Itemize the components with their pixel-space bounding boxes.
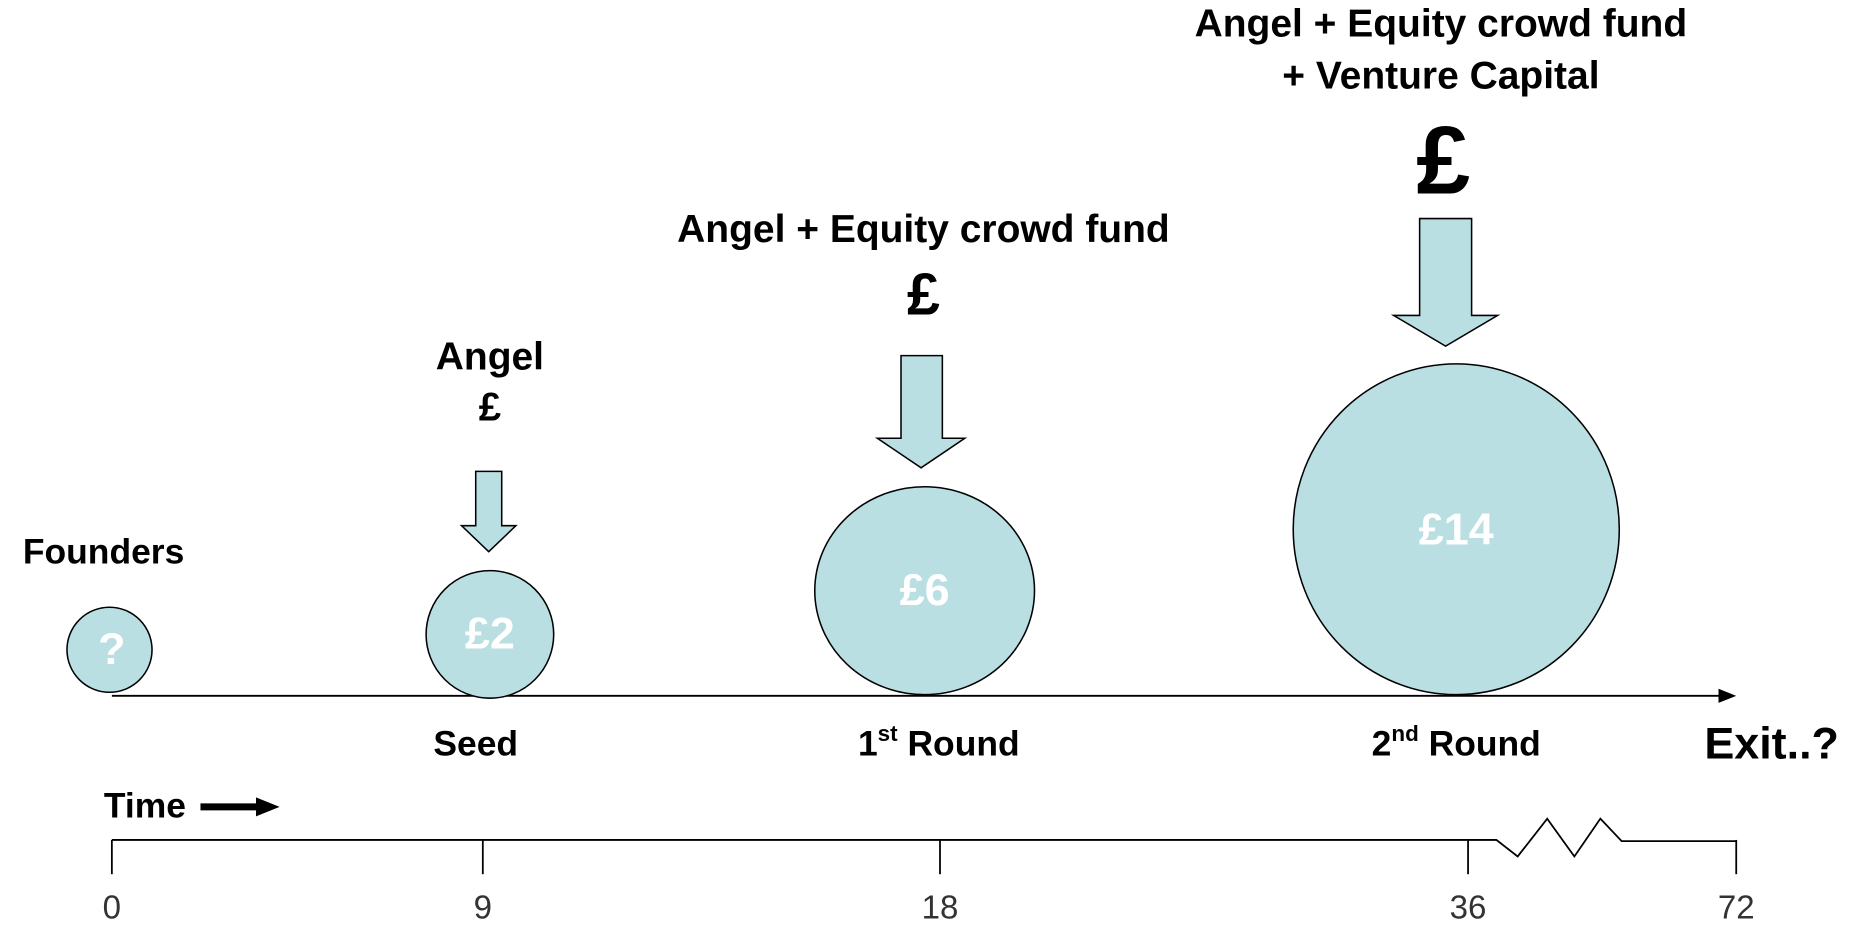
- tick-label: 36: [1450, 889, 1487, 925]
- stage-amount: £2: [465, 608, 515, 659]
- exit-label: Exit..?: [1704, 717, 1839, 768]
- investment-arrow: [874, 354, 968, 469]
- timeline-line: [111, 817, 1737, 859]
- stage-amount: £14: [1419, 504, 1494, 555]
- investment-arrow: [1390, 217, 1501, 348]
- money-symbol: £: [1416, 105, 1470, 214]
- founders-bubble: [66, 606, 153, 694]
- axis-arrowhead: [1718, 688, 1737, 703]
- stage-name: Seed: [433, 724, 518, 764]
- stage-name-rest: Round: [898, 724, 1020, 764]
- investment-arrow: [459, 470, 518, 553]
- money-symbol: £: [479, 385, 501, 430]
- stage-name-text: 2: [1372, 724, 1392, 764]
- stage-name-text: 1: [858, 724, 878, 764]
- stage-name-sup: st: [878, 721, 898, 746]
- money-symbol: £: [907, 261, 940, 327]
- tick-label: 72: [1718, 889, 1755, 925]
- stage-name: 1st Round: [858, 721, 1020, 764]
- stage-name-text: Seed: [433, 724, 518, 764]
- founders-label: Founders: [23, 531, 184, 571]
- tick-label: 18: [922, 889, 959, 925]
- round1-bubble: [814, 485, 1036, 696]
- seed-bubble: [425, 569, 555, 699]
- investor-label: Angel + Equity crowd fund: [677, 208, 1170, 251]
- stage-name-sup: nd: [1391, 721, 1418, 746]
- stage-name-rest: Round: [1419, 724, 1541, 764]
- founders-amount: ?: [98, 623, 125, 674]
- tick-label: 9: [474, 889, 492, 925]
- tick-label: 0: [103, 889, 121, 925]
- investor-label: Angel: [436, 335, 544, 378]
- time-label: Time: [104, 785, 186, 825]
- stage-name: 2nd Round: [1372, 721, 1541, 764]
- timeline-ticks: 0 9 18 36 72: [103, 839, 1755, 925]
- round2-bubble: [1292, 363, 1621, 696]
- investor-label: + Venture Capital: [1282, 54, 1599, 97]
- investor-label: Angel + Equity crowd fund: [1195, 2, 1688, 45]
- stage-amount: £6: [900, 564, 950, 615]
- time-arrowhead: [255, 797, 280, 817]
